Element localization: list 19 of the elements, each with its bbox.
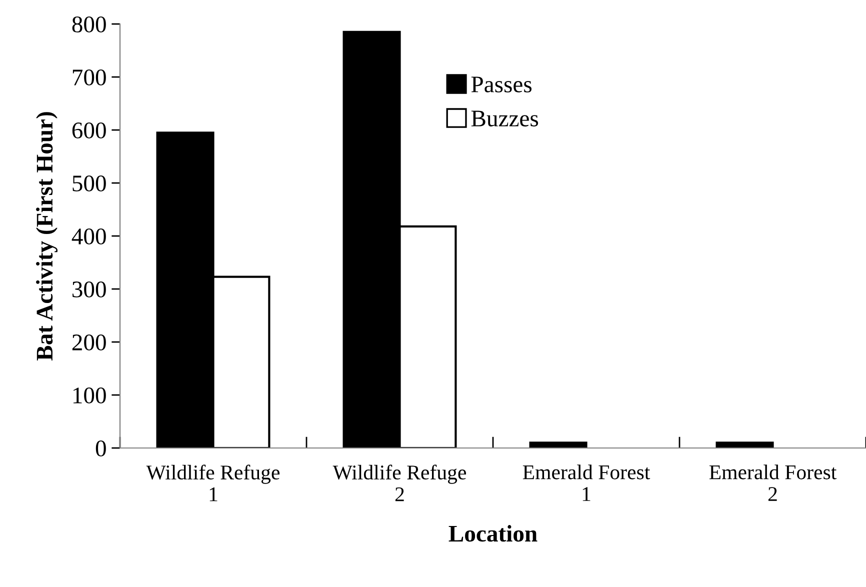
y-axis-title: Bat Activity (First Hour) bbox=[36, 112, 58, 361]
y-tick-label: 100 bbox=[73, 387, 106, 404]
x-tick-label: Wildlife Refuge 1 bbox=[146, 464, 280, 502]
bar bbox=[716, 442, 774, 448]
legend-label: Passes bbox=[471, 76, 532, 92]
y-tick-label: 600 bbox=[72, 122, 106, 138]
y-tick-label: 0 bbox=[96, 440, 106, 456]
y-tick-label: 400 bbox=[72, 228, 106, 244]
legend-label: Buzzes bbox=[471, 110, 538, 126]
y-tick-label: 200 bbox=[72, 334, 106, 350]
y-tick-label: 300 bbox=[72, 281, 106, 298]
y-tick-label: 800 bbox=[72, 16, 106, 32]
x-tick-label: Wildlife Refuge 2 bbox=[332, 464, 466, 502]
x-tick-label: Emerald Forest 1 bbox=[522, 464, 650, 501]
x-tick-label: Emerald Forest 2 bbox=[709, 464, 837, 501]
x-axis-title: Location bbox=[448, 525, 538, 542]
y-tick-label: 700 bbox=[72, 69, 106, 86]
bar bbox=[529, 442, 588, 448]
y-tick-label: 500 bbox=[72, 175, 106, 192]
